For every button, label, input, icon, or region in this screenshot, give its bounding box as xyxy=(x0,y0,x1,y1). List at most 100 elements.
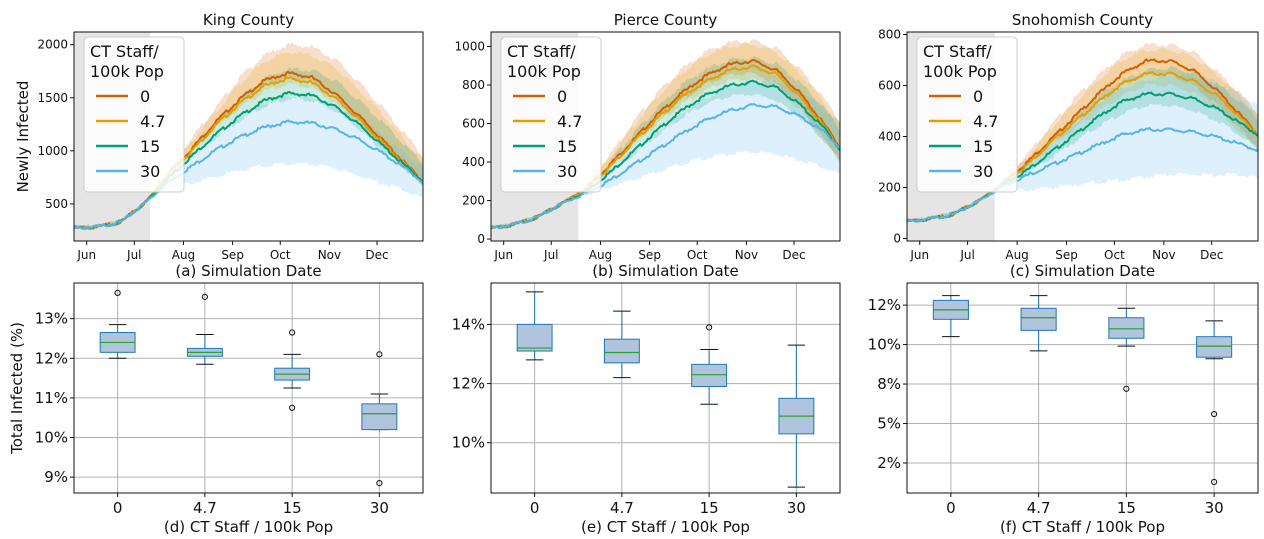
legend-label-0: 0 xyxy=(557,87,567,106)
outlier-point xyxy=(1211,478,1218,486)
x-tick-label: Nov xyxy=(1152,248,1175,262)
legend-box xyxy=(500,36,602,193)
legend-label-4-7: 4.7 xyxy=(973,112,998,131)
x-axis-label: (d) CT Staff / 100k Pop xyxy=(164,518,333,536)
series-line-0 xyxy=(74,70,423,230)
x-tick-label: 4.7 xyxy=(193,499,217,517)
x-tick-label: 4.7 xyxy=(1027,499,1051,517)
legend: CT Staff/100k Pop 0 4.7 15 30 xyxy=(500,36,602,193)
x-tick-label: Oct xyxy=(687,248,708,262)
box-iqr xyxy=(1020,307,1057,331)
x-tick-label: Aug xyxy=(589,248,612,262)
y-tick-label: 10% xyxy=(35,429,68,447)
y-axis-label: Total Infected (%) xyxy=(8,322,26,455)
series-line-30 xyxy=(491,103,840,230)
panel-title: Pierce County xyxy=(614,11,718,29)
box-15 xyxy=(1108,307,1145,392)
y-tick-label: 10% xyxy=(452,434,485,452)
legend-label-0: 0 xyxy=(973,87,983,106)
legend: CT Staff/100k Pop 0 4.7 15 30 xyxy=(916,36,1018,193)
x-tick-label: Jun xyxy=(76,248,96,262)
y-tick-label: 2000 xyxy=(37,38,68,52)
uncertainty-band-30 xyxy=(491,78,840,229)
y-tick-label: 1000 xyxy=(454,39,485,53)
plot-frame xyxy=(490,31,841,242)
x-tick-label: Jul xyxy=(543,248,558,262)
box-0 xyxy=(516,291,553,361)
x-tick-label: 4.7 xyxy=(610,499,634,517)
legend-title-line-2: 100k Pop xyxy=(507,62,581,81)
box-iqr xyxy=(1108,317,1145,339)
box-4-7 xyxy=(186,293,223,365)
uncertainty-band-30 xyxy=(907,72,1258,223)
outlier-point xyxy=(289,404,296,411)
x-axis-label: (f) CT Staff / 100k Pop xyxy=(1000,518,1165,536)
box-4-7 xyxy=(1020,295,1057,352)
outlier-point xyxy=(1211,410,1218,418)
plot-frame xyxy=(73,282,424,494)
y-tick-label: 11% xyxy=(35,389,68,407)
y-tick-label: 600 xyxy=(878,79,901,93)
x-tick-label: Oct xyxy=(1104,248,1125,262)
y-axis-label: Newly Infected xyxy=(14,81,32,193)
x-tick-label: Jul xyxy=(959,248,974,262)
x-tick-label: Jun xyxy=(493,248,513,262)
x-tick-label: 0 xyxy=(530,499,540,517)
x-tick-label: Dec xyxy=(782,248,805,262)
x-tick-label: Jun xyxy=(909,248,929,262)
box-30 xyxy=(361,351,398,487)
series-line-30 xyxy=(907,127,1258,223)
legend-label-4-7: 4.7 xyxy=(557,112,582,131)
box-30 xyxy=(1196,320,1233,486)
y-tick-label: 1000 xyxy=(37,144,68,158)
box-30 xyxy=(778,344,815,488)
x-axis-label: (c) Simulation Date xyxy=(1010,262,1155,280)
y-tick-label: 400 xyxy=(878,130,901,144)
box-0 xyxy=(932,295,969,338)
panel-title: King County xyxy=(203,11,294,29)
y-tick-label: 800 xyxy=(462,78,485,92)
x-tick-label: 0 xyxy=(946,499,956,517)
uncertainty-band-15 xyxy=(74,66,423,229)
box-0 xyxy=(99,289,136,359)
legend-label-15: 15 xyxy=(140,137,160,156)
y-tick-label: 5% xyxy=(877,415,901,433)
legend-title-line-2: 100k Pop xyxy=(923,62,997,81)
x-axis-label: (a) Simulation Date xyxy=(175,262,321,280)
y-tick-label: 800 xyxy=(878,28,901,42)
x-axis-label: (b) Simulation Date xyxy=(592,262,739,280)
x-tick-label: 15 xyxy=(1117,499,1136,517)
y-tick-label: 8% xyxy=(877,375,901,393)
x-tick-label: Jul xyxy=(126,248,141,262)
legend: CT Staff/100k Pop 0 4.7 15 30 xyxy=(83,36,185,193)
line-panel-1: 500 1000 1500 2000 Jun Jul Aug Sep Oct Nov Dec King… xyxy=(14,11,424,280)
legend-box xyxy=(916,36,1018,193)
legend-title-line-1: CT Staff/ xyxy=(90,42,159,61)
legend-label-30: 30 xyxy=(140,162,160,181)
panel-title: Snohomish County xyxy=(1012,11,1153,29)
legend-label-30: 30 xyxy=(557,162,577,181)
series-line-30 xyxy=(74,119,423,231)
y-tick-label: 12% xyxy=(868,296,901,314)
box-panel-2: 10% 12% 14% 0 4.7 15 30 (e) CT Staff / 100k Pop xyxy=(452,282,841,536)
line-panel-3: 0 200 400 600 800 Jun Jul Aug Sep Oct Nov Dec Snohom… xyxy=(878,11,1259,280)
y-tick-label: 12% xyxy=(35,349,68,367)
x-tick-label: 30 xyxy=(1205,499,1224,517)
legend-label-15: 15 xyxy=(557,137,577,156)
x-tick-label: Sep xyxy=(638,248,661,262)
legend-label-4-7: 4.7 xyxy=(140,112,165,131)
outlier-point xyxy=(114,289,121,297)
outlier-point xyxy=(706,324,713,331)
x-tick-label: Dec xyxy=(1200,248,1223,262)
x-tick-label: 15 xyxy=(283,499,302,517)
y-tick-label: 0 xyxy=(477,232,485,246)
x-tick-label: Sep xyxy=(1055,248,1078,262)
box-iqr xyxy=(1196,336,1233,358)
legend-box xyxy=(83,36,185,193)
y-tick-label: 200 xyxy=(878,180,901,194)
y-tick-label: 500 xyxy=(45,197,68,211)
legend-label-30: 30 xyxy=(973,162,993,181)
x-tick-label: 30 xyxy=(787,499,806,517)
y-tick-label: 13% xyxy=(35,310,68,328)
